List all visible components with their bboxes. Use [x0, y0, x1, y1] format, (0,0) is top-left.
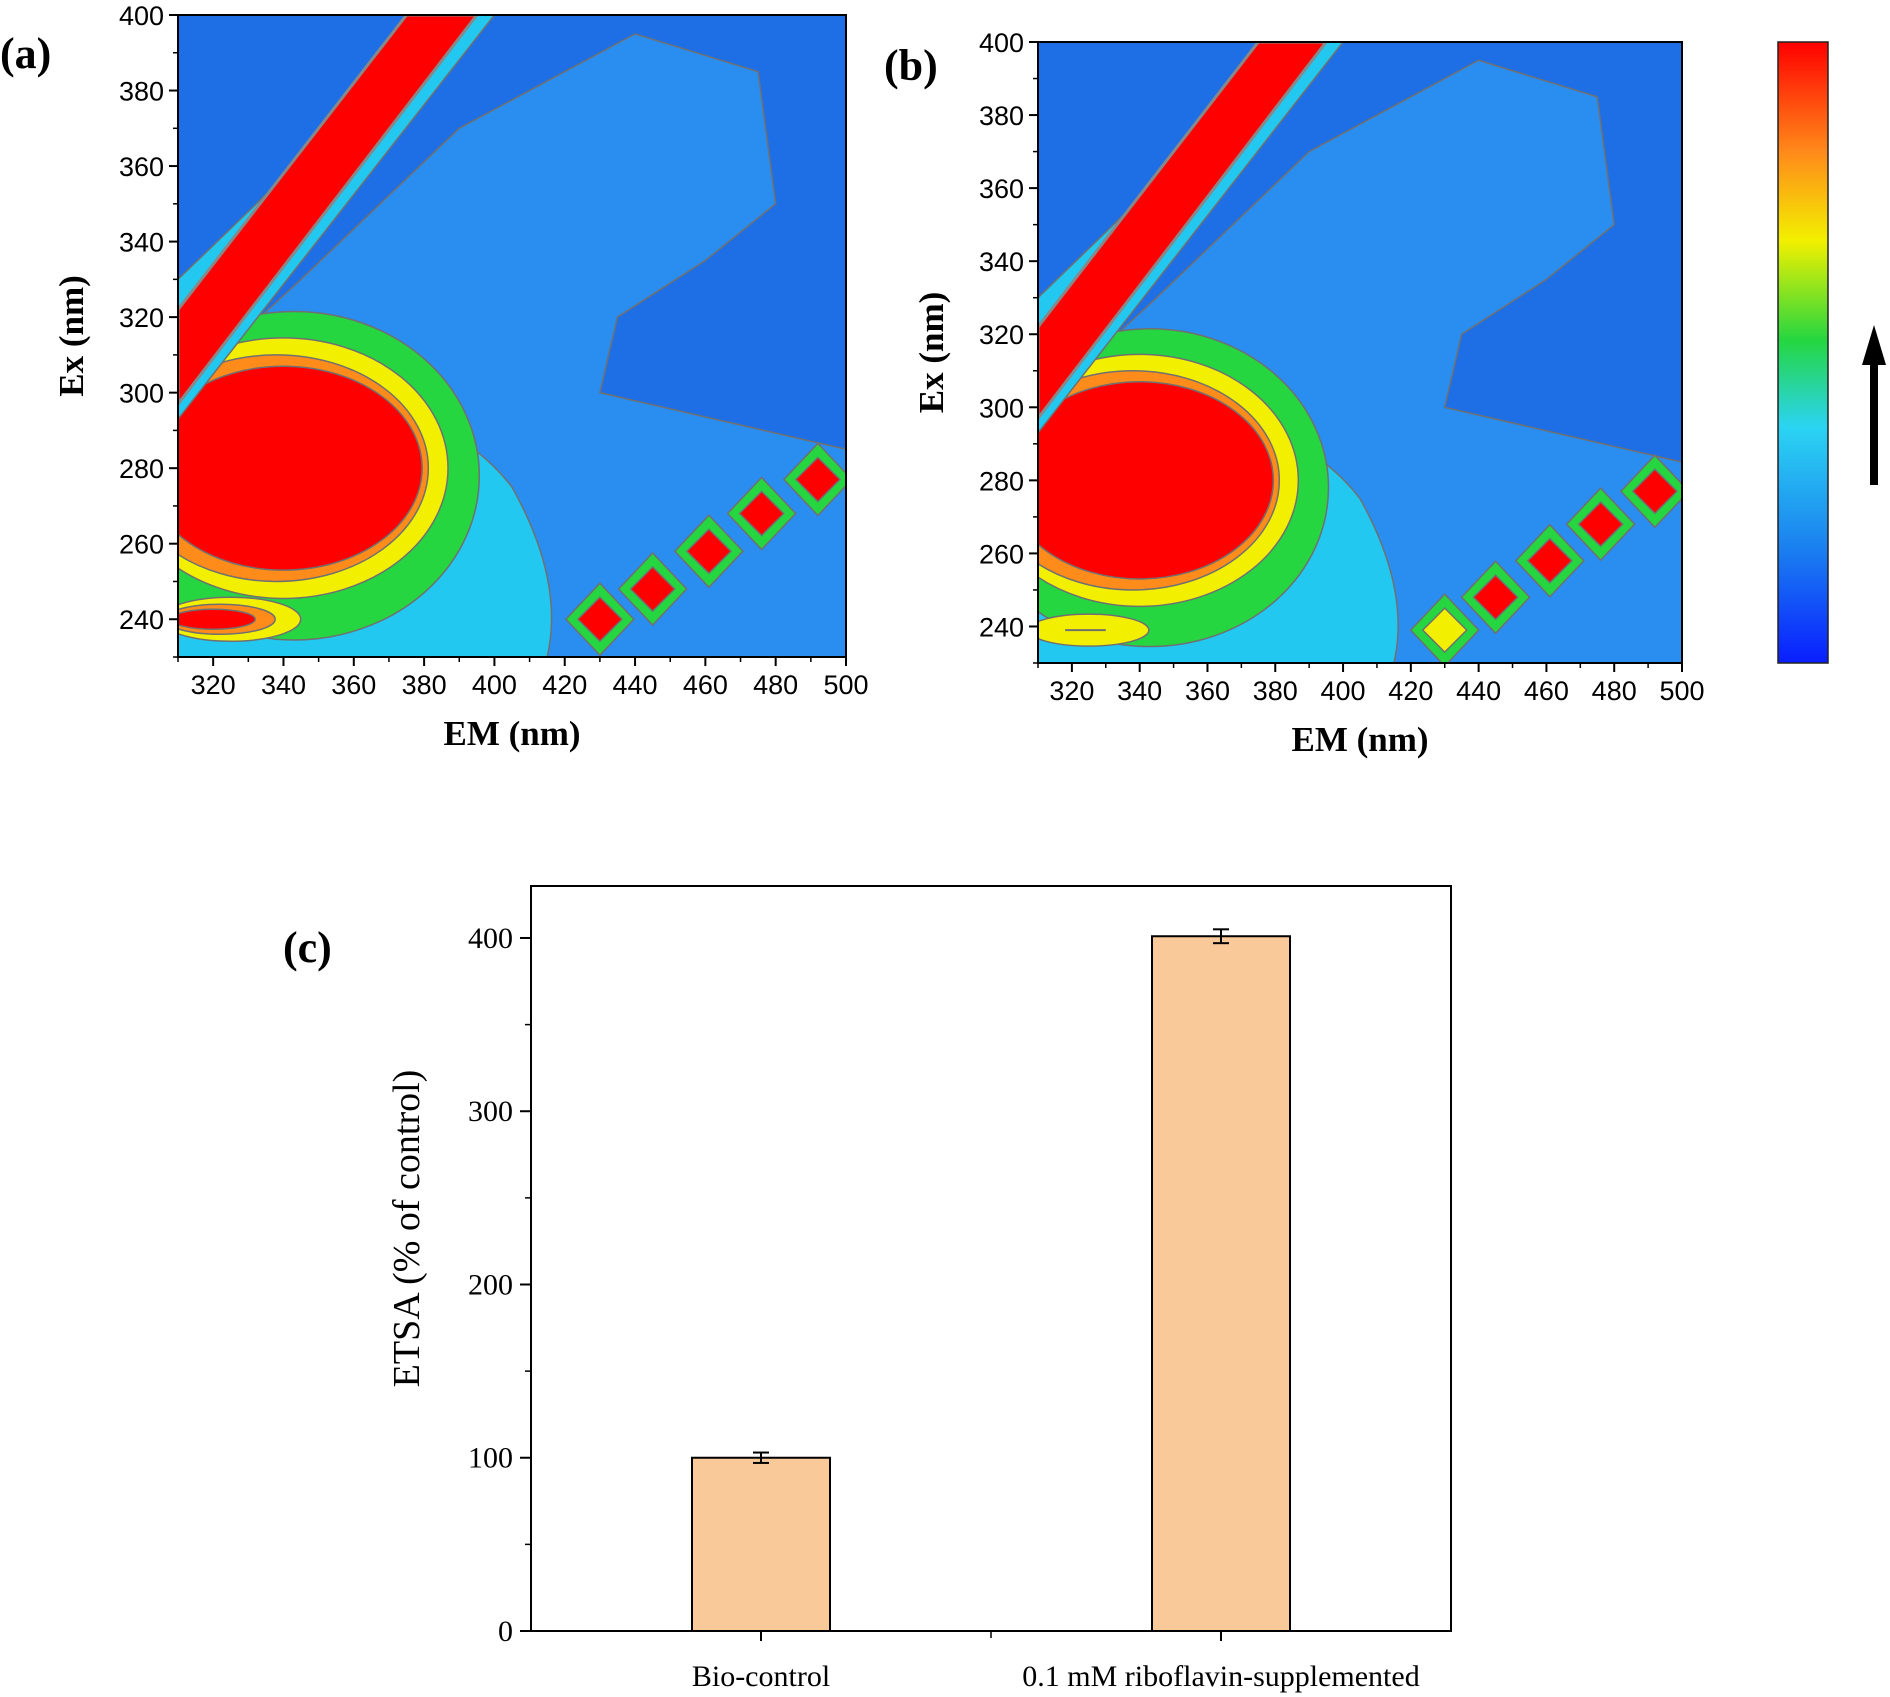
peak-lower-core: [178, 608, 256, 630]
y-tick-label: 200: [468, 1268, 513, 1301]
x-axis-title: EM (nm): [1291, 720, 1428, 759]
heatmap-field: [1038, 42, 1682, 663]
y-tick-label: 300: [979, 393, 1024, 423]
x-tick-label: 480: [753, 670, 798, 700]
y-axis-title: Ex (nm): [912, 292, 951, 414]
scatter-band-core: [178, 15, 479, 407]
x-axis: 320 340 360 380 400 420 440 460 480 500: [1037, 663, 1705, 706]
x-tick-label: 360: [331, 670, 376, 700]
y-tick-label: 260: [979, 539, 1024, 569]
panel-c-letter: (c): [283, 923, 332, 972]
y-tick-label: 320: [979, 320, 1024, 350]
x-tick-label: 400: [1321, 676, 1366, 706]
x-tick-label: 320: [1049, 676, 1094, 706]
x-tick-label: 460: [683, 670, 728, 700]
scatter-diamond: [738, 490, 785, 537]
up-arrow-icon: [1862, 325, 1886, 485]
x-tick-label: 340: [1117, 676, 1162, 706]
peak-main-core: [1038, 381, 1275, 580]
plot-frame: [1037, 41, 1683, 664]
scatter-band-core: [1038, 42, 1328, 421]
heatmap-field: [178, 15, 846, 657]
x-tick-label: 440: [613, 670, 658, 700]
x-tick-label: 440: [1456, 676, 1501, 706]
scatter-diamond: [1577, 501, 1624, 548]
y-tick-label: 280: [979, 466, 1024, 496]
y-tick-label: 320: [119, 303, 164, 333]
y-tick-label: 400: [468, 922, 513, 955]
y-tick-label: 240: [119, 605, 164, 635]
scatter-diamond: [685, 528, 732, 575]
y-axis-title: ETSA (% of control): [386, 1070, 428, 1388]
panel-b-letter: (b): [884, 41, 938, 90]
y-axis-title: Ex (nm): [52, 275, 91, 397]
x-axis-title: EM (nm): [443, 714, 580, 753]
x-tick-label: 360: [1185, 676, 1230, 706]
scatter-diamond: [1631, 468, 1678, 515]
plot-frame: [177, 14, 847, 658]
x-tick-label: 320: [191, 670, 236, 700]
x-tick-label: 0.1 mM riboflavin-supplemented: [1022, 1660, 1419, 1693]
x-tick-label: 480: [1592, 676, 1637, 706]
x-tick-label: 500: [1659, 676, 1704, 706]
x-tick-label: 340: [261, 670, 306, 700]
y-tick-label: 280: [119, 454, 164, 484]
heatmap-a: 320 340 360 380 400 420 440 460 480 500 240 260 280 3…: [52, 1, 869, 753]
y-tick-label: 100: [468, 1442, 513, 1475]
bar: [691, 1456, 831, 1632]
y-axis: 240 260 280 300 320 340 360 380 400: [979, 28, 1038, 664]
y-tick-label: 360: [119, 152, 164, 182]
y-tick-label: 400: [119, 1, 164, 31]
y-axis: 240 260 280 300 320 340 360 380 400: [119, 1, 178, 658]
x-tick-label: Bio-control: [692, 1660, 830, 1693]
x-tick-label: 460: [1524, 676, 1569, 706]
colorbar: [1777, 41, 1829, 664]
y-tick-label: 300: [119, 379, 164, 409]
x-tick-label: 420: [542, 670, 587, 700]
x-tick-label: 380: [1253, 676, 1298, 706]
plot-frame: [530, 885, 1452, 1632]
bar-chart-c: Bio-control 0.1 mM riboflavin-supplemente…: [386, 885, 1452, 1693]
y-tick-label: 360: [979, 174, 1024, 204]
scatter-diamond: [629, 565, 676, 613]
x-tick-label: 380: [402, 670, 447, 700]
y-tick-label: 380: [119, 77, 164, 107]
x-axis: 320 340 360 380 400 420 440 460 480 500: [177, 657, 869, 700]
y-tick-label: 240: [979, 612, 1024, 642]
x-tick-label: 400: [472, 670, 517, 700]
scatter-diamond: [1421, 607, 1468, 654]
y-tick-label: 380: [979, 101, 1024, 131]
scatter-diamond: [794, 456, 841, 503]
y-tick-label: 400: [979, 28, 1024, 58]
y-tick-label: 340: [119, 228, 164, 258]
scatter-diamond: [1472, 574, 1519, 621]
scatter-diamond: [1526, 537, 1573, 584]
panel-a-letter: (a): [0, 29, 51, 78]
y-tick-label: 300: [468, 1095, 513, 1128]
y-tick-label: 260: [119, 530, 164, 560]
scatter-diamond: [576, 596, 623, 643]
x-tick-label: 420: [1388, 676, 1433, 706]
y-tick-label: 0: [498, 1615, 513, 1648]
bar: [1151, 935, 1291, 1632]
peak-main-core: [178, 365, 423, 571]
heatmap-b: 320 340 360 380 400 420 440 460 480 500 240 260 280 3…: [912, 28, 1705, 759]
y-tick-label: 340: [979, 247, 1024, 277]
x-tick-label: 500: [823, 670, 868, 700]
